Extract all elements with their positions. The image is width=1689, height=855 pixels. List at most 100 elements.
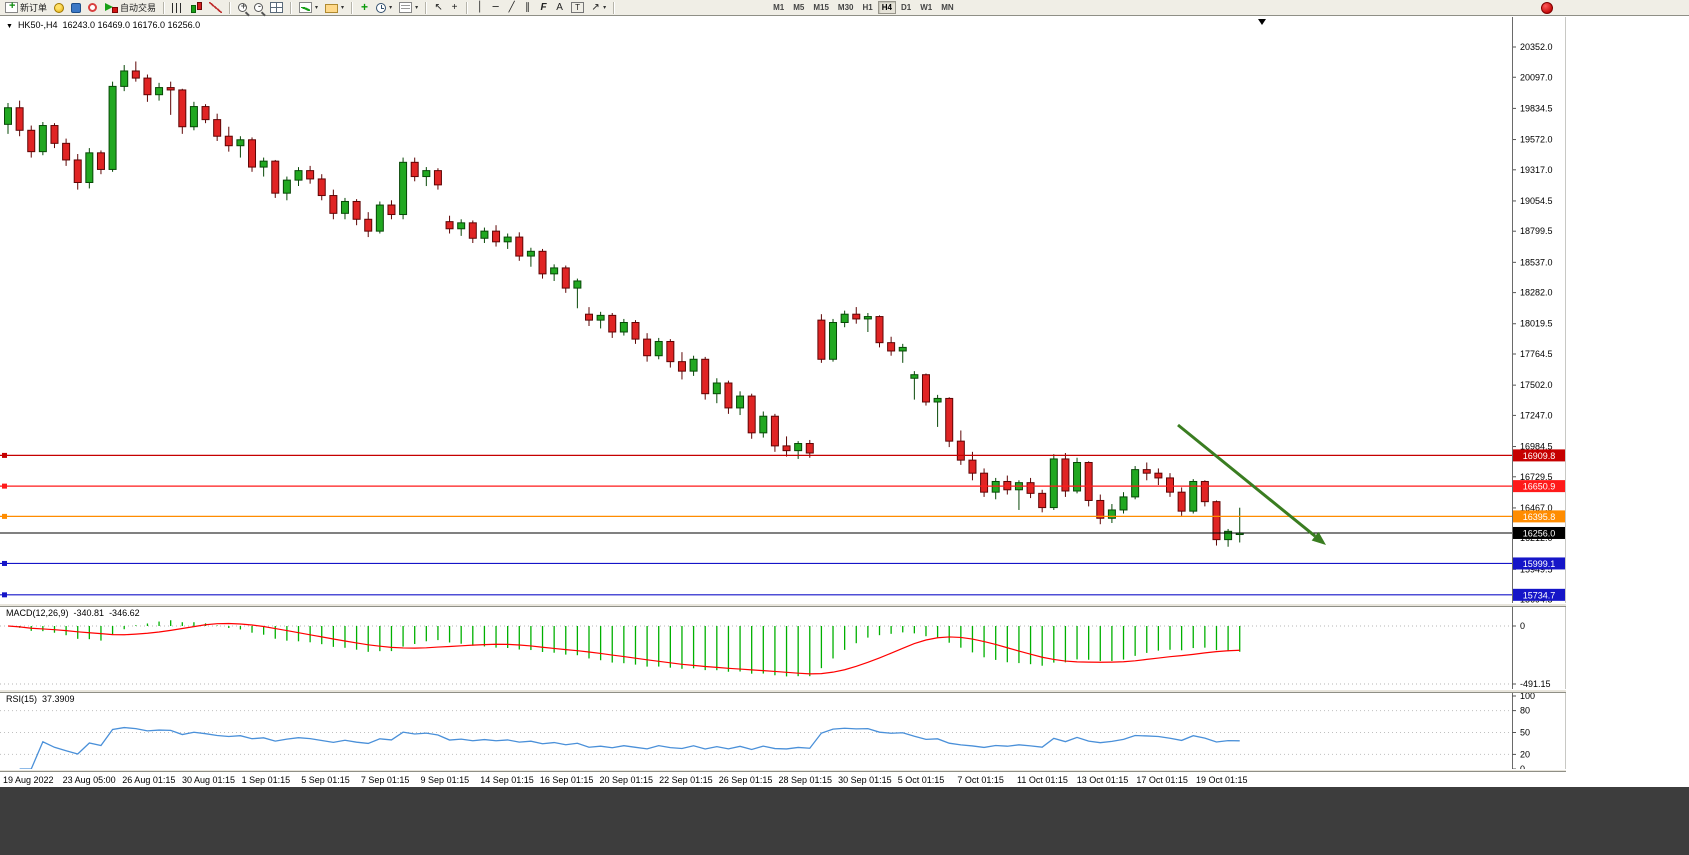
channel-button[interactable]: ∥: [520, 1, 535, 15]
vertical-line-icon: │: [476, 1, 483, 13]
clock-icon: [376, 2, 387, 13]
vertical-line-button[interactable]: │: [472, 1, 487, 15]
svg-text:16729.5: 16729.5: [1520, 472, 1553, 482]
svg-text:17502.0: 17502.0: [1520, 380, 1553, 390]
tile-windows-button[interactable]: [267, 1, 286, 15]
web-trader-button[interactable]: [68, 1, 84, 15]
timeframe-h4-button[interactable]: H4: [877, 1, 896, 14]
text-label-button[interactable]: T: [568, 1, 587, 15]
new-order-icon: [5, 0, 18, 13]
indicators-add-icon: +: [361, 0, 369, 14]
line-chart-button[interactable]: [206, 1, 225, 15]
svg-text:19 Aug 2022: 19 Aug 2022: [3, 775, 54, 785]
svg-text:22 Sep 01:15: 22 Sep 01:15: [659, 775, 713, 785]
macd-panel-splitter[interactable]: [0, 603, 1566, 607]
alert-status-icon[interactable]: [1541, 2, 1553, 14]
timeframe-d1-button[interactable]: D1: [897, 1, 915, 14]
ohlc-values-label: 16243.0 16469.0 16176.0 16256.0: [62, 20, 201, 30]
svg-text:26 Aug 01:15: 26 Aug 01:15: [122, 775, 175, 785]
svg-text:14 Sep 01:15: 14 Sep 01:15: [480, 775, 534, 785]
toolbar-separator: [290, 1, 293, 14]
chevron-down-icon: ▾: [389, 4, 393, 11]
toolbar-separator: [163, 1, 166, 14]
arrows-button[interactable]: ↗ ▾: [588, 1, 609, 15]
timeframe-m30-button[interactable]: M30: [834, 1, 858, 14]
symbol-period-label: HK50-,H4: [17, 20, 58, 30]
rsi-title: RSI(15): [6, 694, 38, 704]
timeframe-m5-button[interactable]: M5: [789, 1, 808, 14]
svg-text:15734.7: 15734.7: [1523, 590, 1556, 600]
horizontal-line-button[interactable]: ─: [488, 1, 503, 15]
crosshair-button[interactable]: +: [447, 1, 462, 15]
text-button[interactable]: A: [552, 1, 567, 15]
hline-16909.8[interactable]: [0, 452, 1512, 458]
toolbar-separator: [425, 1, 428, 14]
channel-icon: ∥: [525, 1, 531, 13]
desktop-background: [0, 787, 1689, 855]
timeframe-h1-button[interactable]: H1: [858, 1, 876, 14]
hline-16395.8[interactable]: [0, 513, 1512, 519]
text-icon: A: [556, 1, 563, 13]
profiles-icon: [325, 4, 339, 13]
toolbar-separator: [613, 1, 616, 14]
signals-button[interactable]: [85, 1, 100, 15]
trend-arrow[interactable]: [1177, 423, 1326, 545]
time-axis[interactable]: 19 Aug 2022 23 Aug 05:00 26 Aug 01:15 30 Au…: [3, 775, 1248, 785]
svg-text:16467.0: 16467.0: [1520, 503, 1553, 513]
chart-dropdown-icon[interactable]: ▼: [6, 23, 13, 30]
chevron-down-icon: ▾: [415, 4, 419, 11]
cursor-button[interactable]: ↖: [431, 1, 446, 15]
candlestick-chart-button[interactable]: [187, 1, 205, 15]
new-chart-button[interactable]: ▾: [296, 1, 321, 15]
svg-text:5 Sep 01:15: 5 Sep 01:15: [301, 775, 350, 785]
chevron-down-icon: ▾: [603, 4, 607, 11]
fibonacci-button[interactable]: F: [536, 1, 551, 15]
text-label-icon: T: [571, 2, 585, 13]
new-chart-icon: [299, 2, 313, 13]
timeframe-w1-button[interactable]: W1: [916, 1, 936, 14]
horizontal-line-icon: ─: [492, 1, 499, 13]
svg-text:1 Sep 01:15: 1 Sep 01:15: [242, 775, 291, 785]
svg-text:7 Sep 01:15: 7 Sep 01:15: [361, 775, 410, 785]
symbol-info: ▼ HK50-,H4 16243.0 16469.0 16176.0 16256.0: [6, 20, 205, 30]
new-order-label: 新订单: [20, 3, 48, 13]
svg-text:16 Sep 01:15: 16 Sep 01:15: [540, 775, 594, 785]
svg-text:17247.0: 17247.0: [1520, 410, 1553, 420]
hline-15734.7[interactable]: [0, 592, 1512, 598]
timeframe-m1-button[interactable]: M1: [769, 1, 788, 14]
hline-15999.1[interactable]: [0, 560, 1512, 566]
crosshair-icon: +: [451, 1, 458, 13]
svg-text:26 Sep 01:15: 26 Sep 01:15: [719, 775, 773, 785]
zoom-out-button[interactable]: -: [251, 1, 266, 15]
svg-text:18019.5: 18019.5: [1520, 319, 1553, 329]
svg-text:20097.0: 20097.0: [1520, 72, 1553, 82]
svg-text:19572.0: 19572.0: [1520, 135, 1553, 145]
indicators-button[interactable]: +: [357, 1, 372, 15]
bar-chart-icon: [172, 2, 184, 13]
svg-text:30 Aug 01:15: 30 Aug 01:15: [182, 775, 235, 785]
timeframe-m15-button[interactable]: M15: [809, 1, 833, 14]
zoom-in-button[interactable]: +: [235, 1, 250, 15]
new-order-button[interactable]: 新订单: [2, 0, 50, 15]
trendline-button[interactable]: ╱: [504, 1, 519, 15]
svg-text:18282.0: 18282.0: [1520, 288, 1553, 298]
candlestick-chart-icon: [190, 2, 203, 13]
deposit-button[interactable]: [51, 1, 67, 15]
coin-icon: [54, 2, 65, 13]
rsi-panel-splitter[interactable]: [0, 689, 1566, 693]
periods-button[interactable]: ▾: [373, 1, 395, 15]
time-axis-splitter[interactable]: [0, 769, 1566, 772]
hline-16650.9[interactable]: [0, 483, 1512, 489]
templates-button[interactable]: ▾: [396, 1, 421, 15]
profiles-button[interactable]: ▾: [322, 1, 347, 15]
svg-text:19834.5: 19834.5: [1520, 103, 1553, 113]
timeframe-mn-button[interactable]: MN: [937, 1, 957, 14]
svg-text:100: 100: [1520, 691, 1535, 701]
bar-chart-button[interactable]: [169, 1, 186, 15]
svg-text:16984.5: 16984.5: [1520, 442, 1553, 452]
scroll-position-marker[interactable]: [1258, 19, 1266, 25]
auto-trading-button[interactable]: 自动交易: [101, 1, 159, 15]
svg-text:18799.5: 18799.5: [1520, 226, 1553, 236]
chevron-down-icon: ▾: [315, 4, 319, 11]
